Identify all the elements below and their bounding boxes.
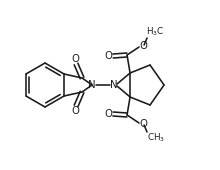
Text: CH$_3$: CH$_3$ <box>147 132 165 144</box>
Text: O: O <box>139 41 147 51</box>
Text: O: O <box>104 109 112 119</box>
Text: O: O <box>104 51 112 61</box>
Text: O: O <box>139 119 147 129</box>
Text: O: O <box>71 106 79 116</box>
Text: O: O <box>71 54 79 64</box>
Text: H$_3$C: H$_3$C <box>146 26 164 38</box>
Text: N: N <box>110 80 118 90</box>
Text: N: N <box>88 80 96 90</box>
